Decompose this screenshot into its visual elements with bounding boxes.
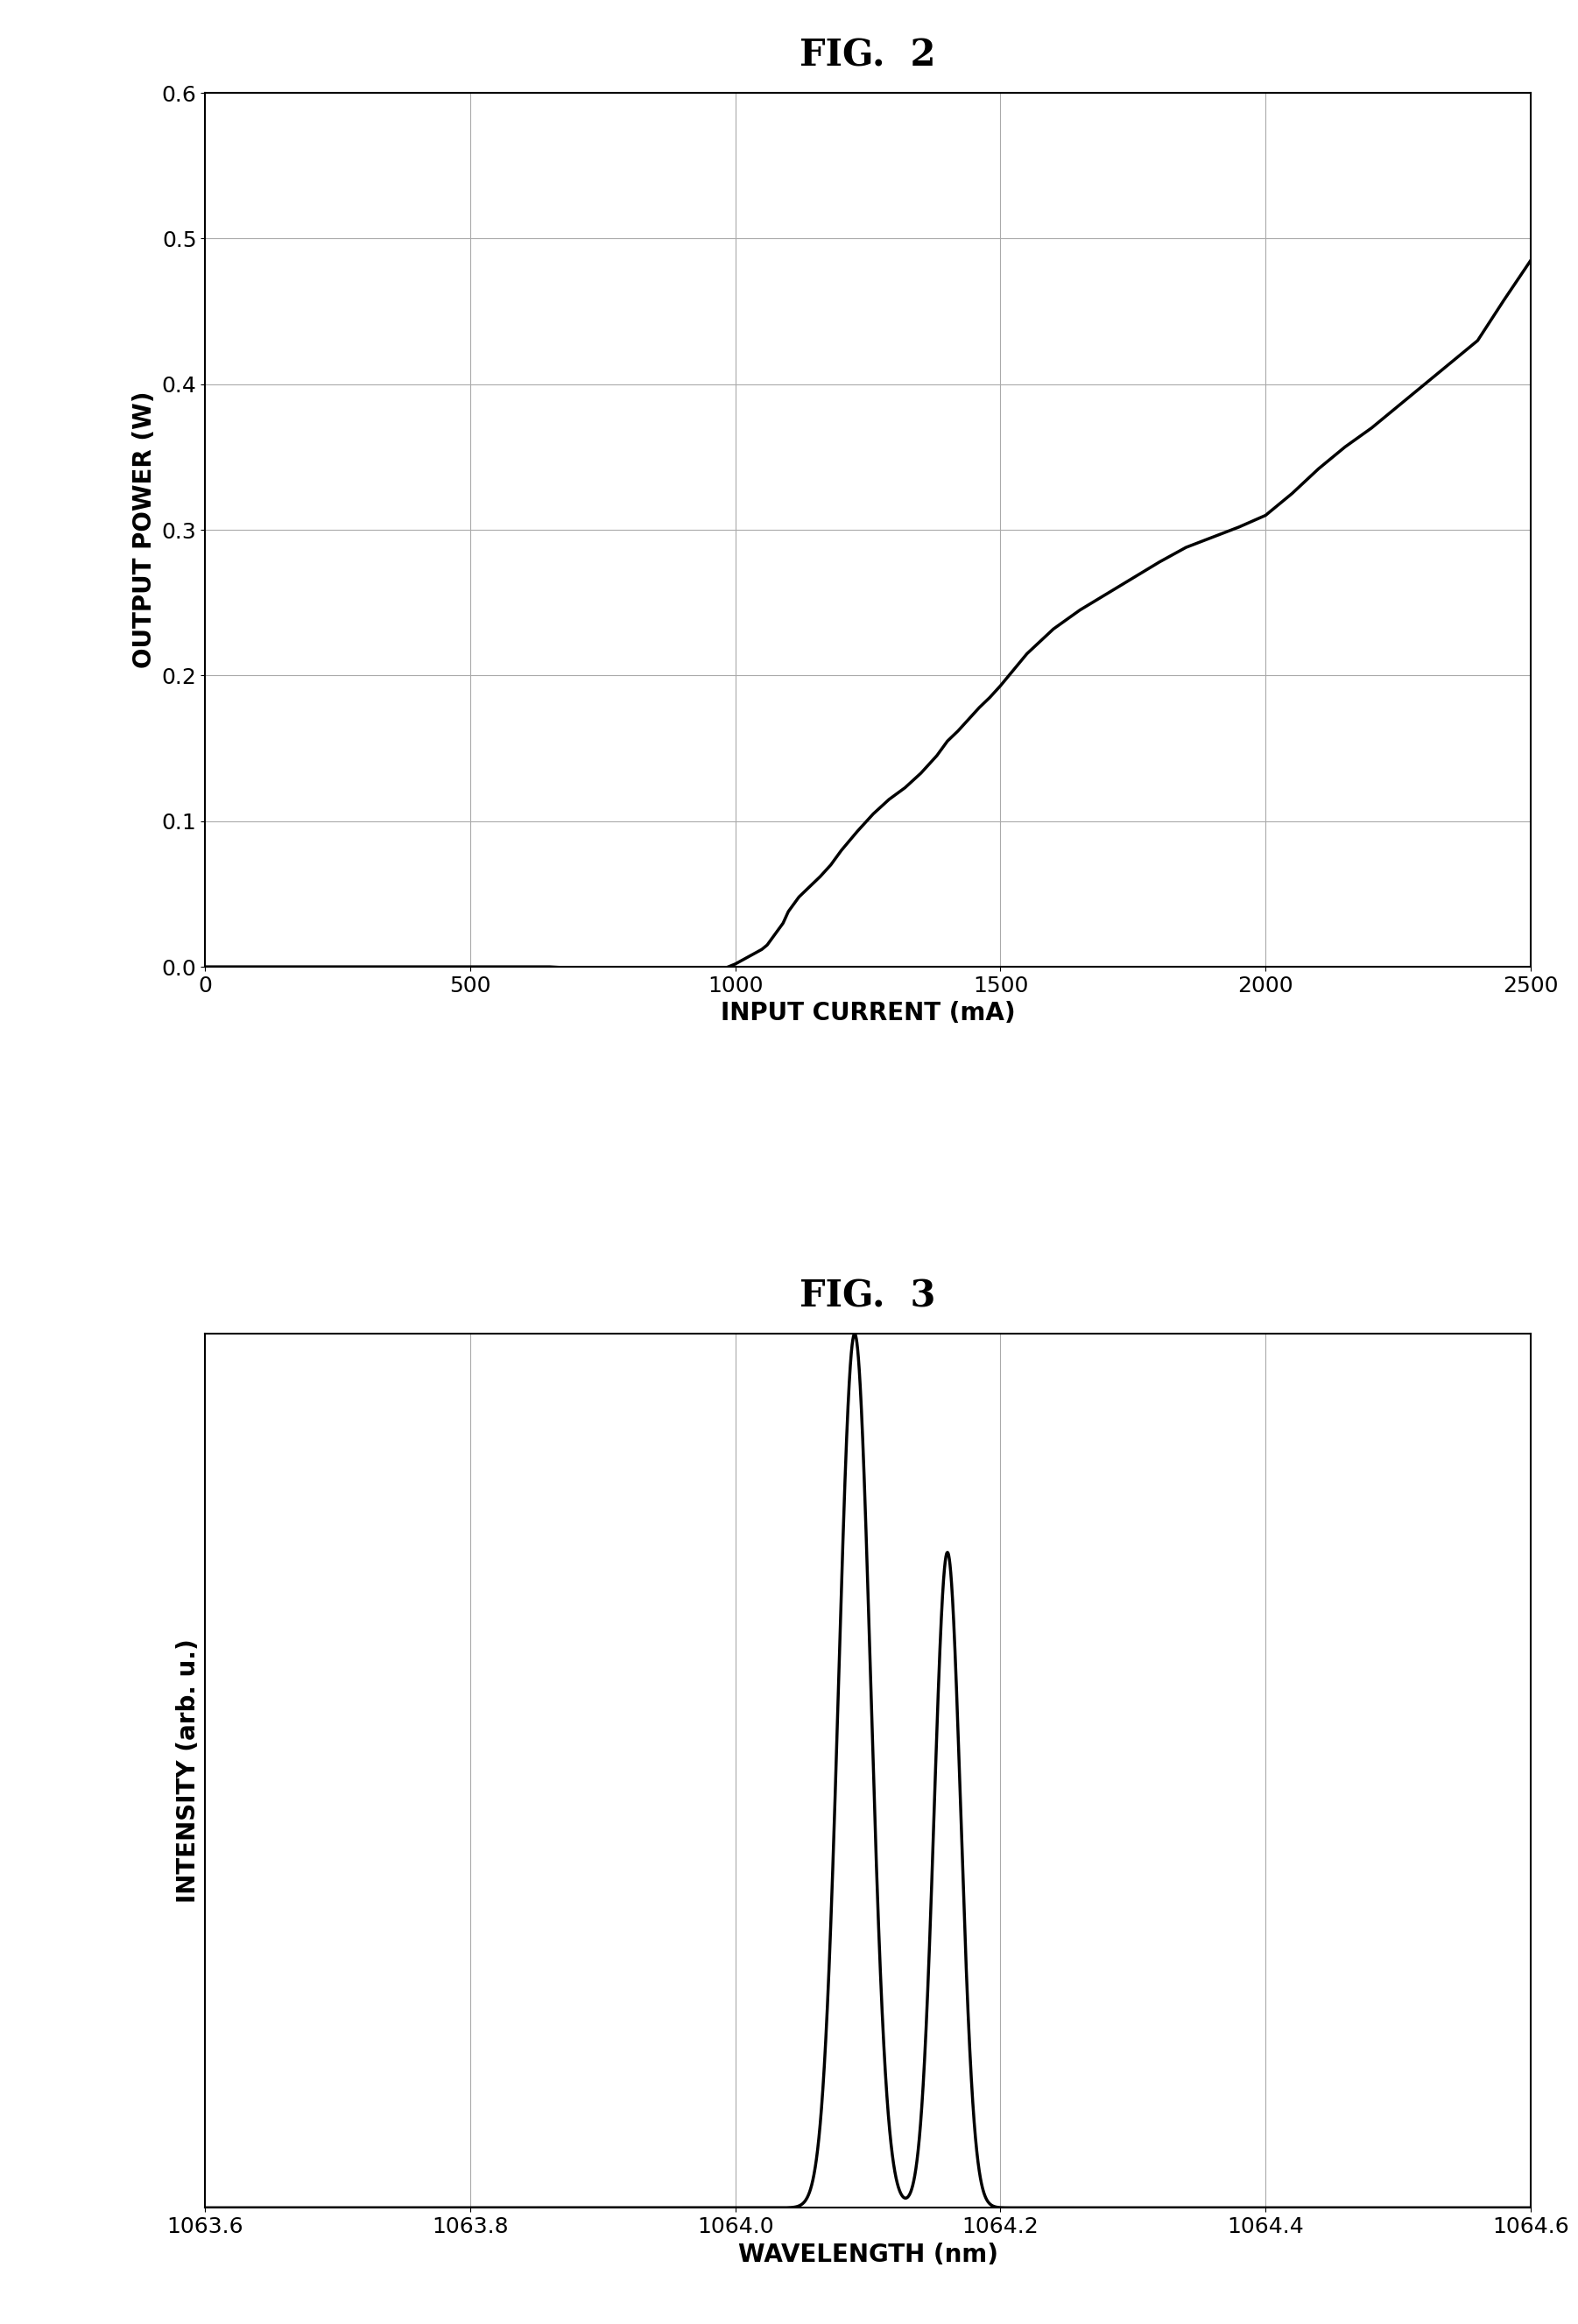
X-axis label: WAVELENGTH (nm): WAVELENGTH (nm) [739, 2243, 997, 2266]
Title: FIG.  2: FIG. 2 [800, 37, 936, 74]
Y-axis label: INTENSITY (arb. u.): INTENSITY (arb. u.) [175, 1638, 200, 1903]
Y-axis label: OUTPUT POWER (W): OUTPUT POWER (W) [133, 390, 156, 669]
Title: FIG.  3: FIG. 3 [800, 1278, 936, 1315]
X-axis label: INPUT CURRENT (mA): INPUT CURRENT (mA) [721, 1002, 1015, 1025]
